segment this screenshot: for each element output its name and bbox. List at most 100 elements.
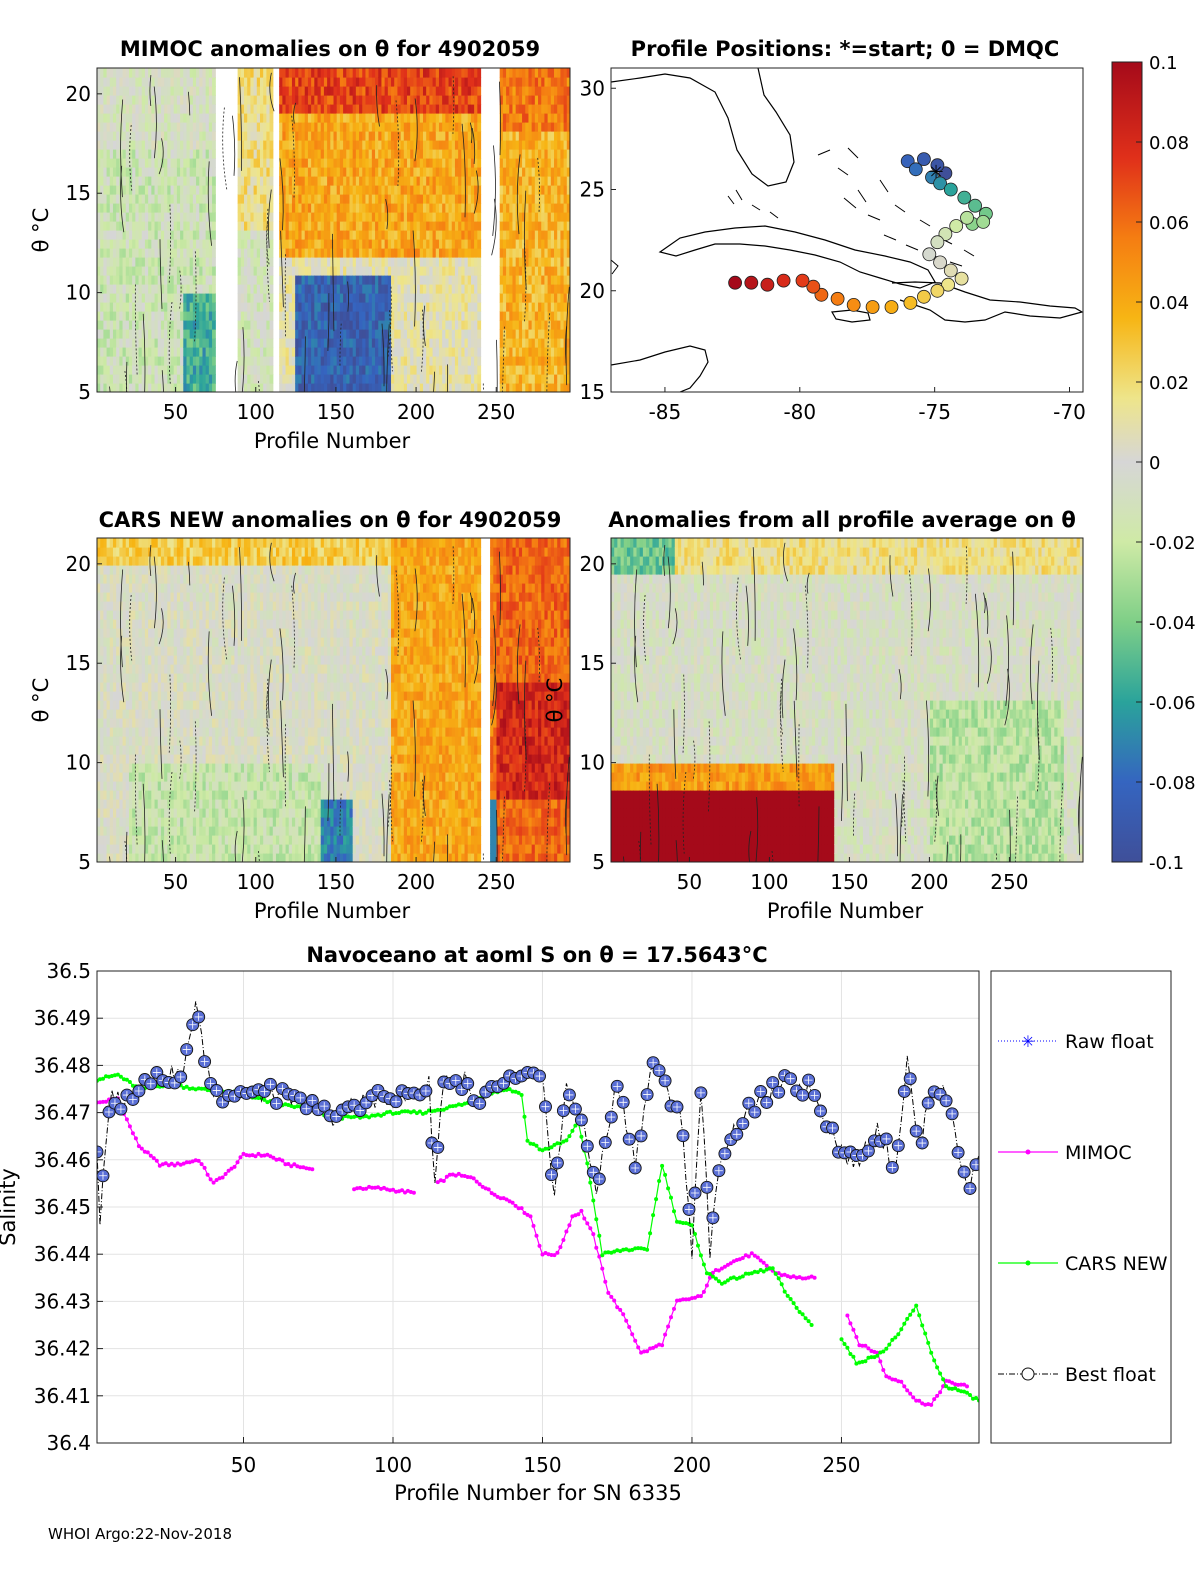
mimoc-cell xyxy=(144,338,149,348)
mimoc-cell xyxy=(499,329,504,339)
mimoc-cell xyxy=(413,176,418,186)
mimoc-cell xyxy=(314,221,319,231)
mimoc-cell xyxy=(186,329,191,339)
map-ytick-label: 15 xyxy=(580,380,605,404)
mimoc-cell xyxy=(515,86,520,96)
mimoc-cell xyxy=(394,365,399,375)
mimoc-cell xyxy=(563,239,568,249)
mimoc-cell xyxy=(429,302,434,312)
mimoc-cell xyxy=(387,230,392,240)
mimoc-cell xyxy=(336,365,341,375)
mimoc-cell xyxy=(288,68,293,78)
mimoc-cell xyxy=(212,194,216,204)
mimoc-cell xyxy=(349,347,354,357)
mimoc-cell xyxy=(304,248,309,258)
mimoc-cell xyxy=(279,86,283,96)
mimoc-cell xyxy=(448,320,453,330)
mimoc-cell xyxy=(534,302,539,312)
mimoc-cell xyxy=(333,302,338,312)
mimoc-cell xyxy=(151,104,156,114)
mimoc-cell xyxy=(330,383,335,392)
mimoc-cell xyxy=(176,176,181,186)
mimoc-cell xyxy=(557,302,562,312)
mimoc-cell xyxy=(560,185,565,195)
mimoc-cell xyxy=(394,347,399,357)
mimoc-cell xyxy=(435,140,440,150)
mimoc-cell xyxy=(550,212,555,222)
mimoc-cell xyxy=(378,167,383,177)
mimoc-cell xyxy=(538,122,542,132)
mimoc-cell xyxy=(317,230,322,240)
mimoc-cell xyxy=(327,356,331,366)
mimoc-cell xyxy=(298,275,303,285)
mimoc-cell xyxy=(528,176,533,186)
mimoc-cell xyxy=(518,113,523,123)
mimoc-cell xyxy=(183,185,188,195)
mimoc-cell xyxy=(515,347,520,357)
mimoc-cell xyxy=(291,347,296,357)
mimoc-cell xyxy=(381,95,386,105)
mimoc-cell xyxy=(160,122,165,132)
mimoc-cell xyxy=(359,338,363,348)
mimoc-cell xyxy=(560,266,565,276)
mimoc-cell xyxy=(298,320,303,330)
mimoc-cell xyxy=(413,383,418,392)
mimoc-cell xyxy=(413,86,418,96)
mimoc-cell xyxy=(394,194,399,204)
mimoc-cell xyxy=(250,266,255,276)
mimoc-cell xyxy=(250,176,255,186)
mimoc-cell xyxy=(151,383,156,392)
mimoc-cell xyxy=(176,131,181,141)
mimoc-cell xyxy=(106,275,111,285)
mimoc-cell xyxy=(509,383,514,392)
mimoc-cell xyxy=(560,149,565,159)
mimoc-cell xyxy=(97,239,101,249)
mimoc-cell xyxy=(164,104,168,114)
mimoc-cell xyxy=(285,131,290,141)
mimoc-cell xyxy=(186,122,191,132)
mimoc-cell xyxy=(263,365,267,375)
mimoc-cell xyxy=(397,176,402,186)
mimoc-cell xyxy=(339,230,344,240)
mimoc-cell xyxy=(387,239,392,249)
mimoc-cell xyxy=(186,257,191,267)
mimoc-cell xyxy=(333,266,338,276)
mimoc-cell xyxy=(135,221,140,231)
mimoc-cell xyxy=(112,122,117,132)
mimoc-cell xyxy=(339,311,344,321)
mimoc-cell xyxy=(132,158,136,168)
mimoc-cell xyxy=(154,194,159,204)
mimoc-cell xyxy=(250,167,255,177)
mimoc-cell xyxy=(368,140,373,150)
mimoc-cell xyxy=(346,239,351,249)
mimoc-cell xyxy=(368,185,373,195)
mimoc-cell xyxy=(266,140,271,150)
mimoc-cell xyxy=(170,194,175,204)
mimoc-cell xyxy=(384,140,389,150)
mimoc-cell xyxy=(419,185,424,195)
mimoc-cell xyxy=(416,104,421,114)
mimoc-cell xyxy=(186,194,191,204)
mimoc-cell xyxy=(566,131,570,141)
mimoc-cell xyxy=(451,176,456,186)
mimoc-cell xyxy=(416,284,421,294)
mimoc-cell xyxy=(371,266,376,276)
mimoc-cell xyxy=(266,167,271,177)
mimoc-cell xyxy=(470,356,475,366)
mimoc-cell xyxy=(263,122,267,132)
mimoc-cell xyxy=(125,95,130,105)
mimoc-cell xyxy=(259,113,264,123)
mimoc-cell xyxy=(387,266,392,276)
mimoc-cell xyxy=(151,302,156,312)
mimoc-cell xyxy=(212,329,216,339)
mimoc-cell xyxy=(266,284,271,294)
mimoc-contour xyxy=(332,233,335,332)
mimoc-cell xyxy=(506,383,510,392)
mimoc-cell xyxy=(253,212,258,222)
mimoc-cell xyxy=(244,257,248,267)
mimoc-cell xyxy=(522,329,526,339)
mimoc-cell xyxy=(371,140,376,150)
mimoc-cell xyxy=(116,320,120,330)
mimoc-cell xyxy=(189,329,194,339)
mimoc-cell xyxy=(100,329,104,339)
